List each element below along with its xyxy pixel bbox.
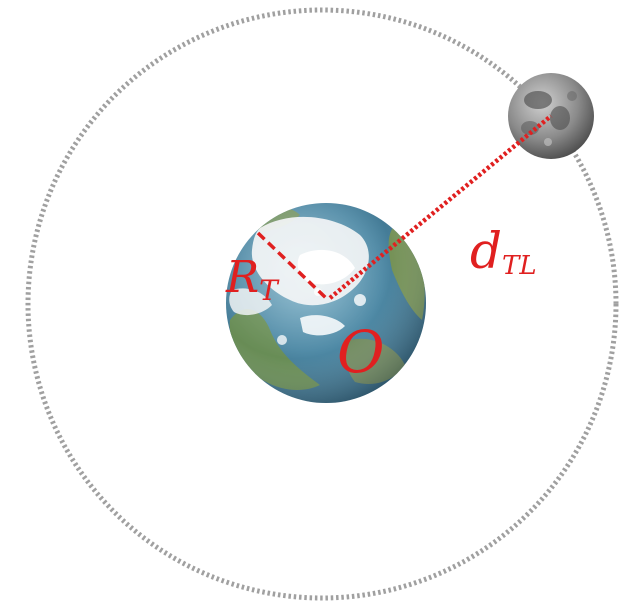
moon-orbit [25,7,619,601]
moon-icon [508,73,594,159]
earth-radius-label-subscript: T [259,274,280,307]
distance-label-subscript: TL [502,251,537,281]
distance-label-main: d [470,222,502,280]
earth-radius-label-main: R [225,252,259,303]
earth-icon [226,203,426,403]
distance-label: dTL [470,222,537,281]
earth-radius-label: RT [225,252,280,307]
earth-moon-distance-line [328,114,553,300]
center-label: O [337,318,385,386]
earth-radius-line [256,231,328,300]
